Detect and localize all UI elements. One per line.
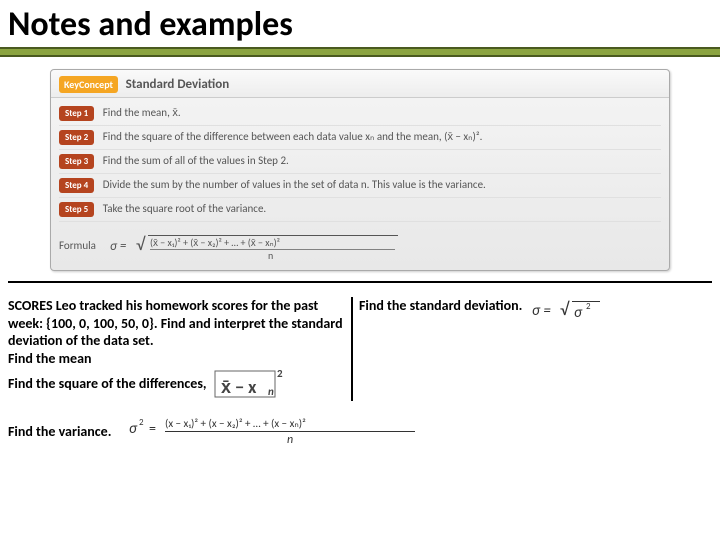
formula-label: Formula	[59, 239, 96, 252]
step-row: Step 5 Take the square root of the varia…	[59, 198, 661, 222]
step-row: Step 2 Find the square of the difference…	[59, 126, 661, 150]
svg-text:2: 2	[586, 301, 591, 312]
sqdiff-formula-icon: x̄ − x n 2	[213, 367, 288, 401]
svg-text:√: √	[136, 233, 146, 255]
problem-left: SCORES Leo tracked his homework scores f…	[8, 297, 353, 401]
svg-text:n: n	[287, 433, 293, 447]
step-badge: Step 4	[59, 178, 94, 193]
svg-text:x̄ − x: x̄ − x	[221, 376, 257, 398]
kc-title: Standard Deviation	[126, 77, 230, 92]
kc-header: KeyConcept Standard Deviation	[51, 70, 669, 98]
variance-label: Find the variance.	[8, 423, 111, 440]
step-badge: Step 3	[59, 154, 94, 169]
problem-right-text: Find the standard deviation.	[359, 297, 522, 315]
step-row: Step 4 Divide the sum by the number of v…	[59, 174, 661, 198]
svg-text:n: n	[268, 249, 273, 262]
svg-text:=: =	[149, 420, 156, 437]
step-text: Find the mean, x̄.	[103, 106, 181, 119]
svg-text:σ =: σ =	[110, 239, 127, 254]
problem-right: Find the standard deviation. σ = √ σ 2	[353, 297, 712, 401]
svg-text:n: n	[268, 385, 274, 398]
svg-text:2: 2	[139, 417, 144, 428]
svg-text:σ =: σ =	[532, 302, 551, 320]
problem-sqdiff-label: Find the square of the differences,	[8, 375, 207, 393]
stddev-formula-icon: σ = √ σ 2	[532, 297, 622, 323]
problem-mean: Find the mean	[8, 350, 345, 368]
step-text: Find the square of the difference betwee…	[103, 130, 483, 143]
step-text: Divide the sum by the number of values i…	[103, 178, 486, 191]
divider	[8, 281, 712, 283]
problem-columns: SCORES Leo tracked his homework scores f…	[8, 297, 712, 401]
svg-text:(x̄ − x₁)² + (x̄ − x₂)² + … +: (x̄ − x₁)² + (x̄ − x₂)² + … + (x̄ − xₙ)²	[150, 236, 280, 249]
kc-body: Step 1 Find the mean, x̄. Step 2 Find th…	[51, 98, 669, 270]
svg-text:σ: σ	[129, 420, 138, 438]
variance-row: Find the variance. σ 2 = (x − x₁)² + (x …	[8, 409, 712, 453]
formula-sigma-icon: σ = √ (x̄ − x₁)² + (x̄ − x₂)² + … + (x̄ …	[110, 228, 410, 262]
page-title: Notes and examples	[0, 0, 720, 45]
svg-text:2: 2	[277, 367, 283, 380]
problem-heading: SCORES	[8, 297, 53, 314]
step-row: Step 1 Find the mean, x̄.	[59, 102, 661, 126]
step-badge: Step 1	[59, 106, 94, 121]
step-text: Take the square root of the variance.	[103, 202, 266, 215]
problem-sqdiff: Find the square of the differences, x̄ −…	[8, 367, 345, 401]
step-row: Step 3 Find the sum of all of the values…	[59, 150, 661, 174]
step-badge: Step 2	[59, 130, 94, 145]
formula-row: Formula σ = √ (x̄ − x₁)² + (x̄ − x₂)² + …	[59, 222, 661, 262]
step-badge: Step 5	[59, 202, 94, 217]
problem-text: Leo tracked his homework scores for the …	[8, 297, 343, 349]
svg-text:√: √	[560, 298, 570, 320]
kc-badge: KeyConcept	[59, 76, 118, 93]
title-bar	[0, 47, 720, 57]
svg-text:(x − x₁)² + (x − x₂)² + … + (x: (x − x₁)² + (x − x₂)² + … + (x − xₙ)²	[165, 417, 306, 430]
keyconcept-box: KeyConcept Standard Deviation Step 1 Fin…	[50, 69, 670, 271]
svg-text:σ: σ	[574, 304, 583, 322]
variance-formula-icon: σ 2 = (x − x₁)² + (x − x₂)² + … + (x − x…	[129, 409, 429, 453]
step-text: Find the sum of all of the values in Ste…	[103, 154, 289, 167]
